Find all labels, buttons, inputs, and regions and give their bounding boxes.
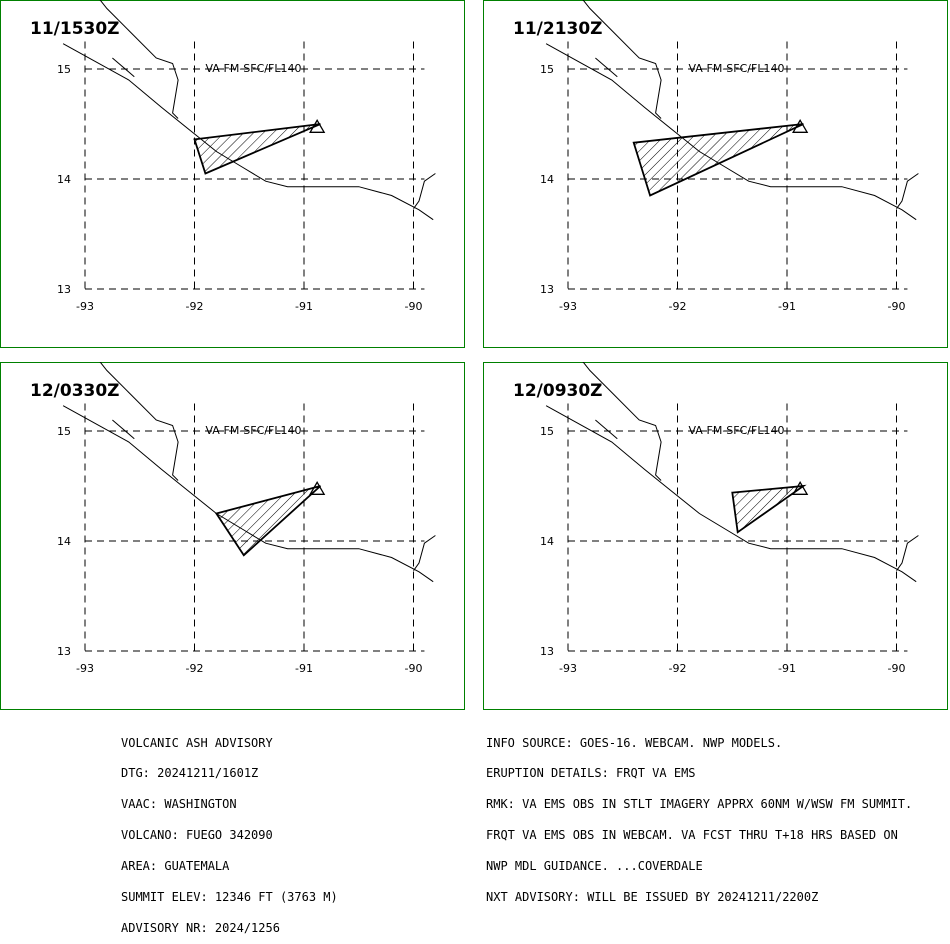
lon-tick-label: -93 bbox=[559, 300, 577, 313]
layer-label: VA-FM-SFC/FL140 bbox=[688, 424, 784, 437]
advisory-line: VOLCANIC ASH ADVISORY bbox=[121, 735, 273, 750]
lon-tick-label: -92 bbox=[186, 300, 204, 313]
forecast-panel-2: -93 -92 -91 -90 15 14 13 VA-FM-SFC/FL140 11/2130… bbox=[483, 0, 948, 348]
lon-tick-label: -92 bbox=[669, 300, 687, 313]
ash-cloud-polygon bbox=[193, 123, 321, 175]
volcano-icon bbox=[792, 119, 809, 133]
layer-label: VA-FM-SFC/FL140 bbox=[205, 62, 301, 75]
forecast-panel-3: -93 -92 -91 -90 15 14 13 VA-FM-SFC/FL140 12/0330… bbox=[0, 362, 465, 710]
map-svg: -93 -92 -91 -90 15 14 13 VA-FM-SFC/FL140 11/1530… bbox=[0, 0, 465, 348]
ash-cloud-polygon bbox=[214, 485, 322, 557]
lat-tick-label: 15 bbox=[540, 63, 554, 76]
coastline bbox=[545, 405, 917, 583]
coast-inlet bbox=[112, 57, 135, 78]
forecast-time-label: 12/0930Z bbox=[513, 381, 603, 401]
lon-tick-label: -91 bbox=[778, 300, 796, 313]
lon-tick-label: -91 bbox=[295, 300, 313, 313]
lon-tick-label: -90 bbox=[405, 300, 423, 313]
lat-tick-label: 13 bbox=[57, 283, 71, 296]
advisory-line: DTG: 20241211/1601Z bbox=[121, 766, 259, 781]
forecast-time-label: 11/1530Z bbox=[30, 19, 120, 39]
advisory-line: RMK: VA EMS OBS IN STLT IMAGERY APPRX 60… bbox=[486, 797, 913, 812]
panel-border bbox=[0, 0, 465, 348]
map-svg: -93 -92 -91 -90 15 14 13 VA-FM-SFC/FL140 11/2130… bbox=[483, 0, 948, 348]
forecast-time-label: 11/2130Z bbox=[513, 19, 603, 39]
advisory-line: SUMMIT ELEV: 12346 FT (3763 M) bbox=[121, 890, 338, 905]
advisory-line: AREA: GUATEMALA bbox=[121, 859, 230, 874]
layer-label: VA-FM-SFC/FL140 bbox=[688, 62, 784, 75]
advisory-remarks-text: INFO SOURCE: GOES-16. WEBCAM. NWP MODELS… bbox=[486, 717, 912, 913]
lat-tick-label: 13 bbox=[57, 645, 71, 658]
advisory-header-text: VOLCANIC ASH ADVISORY DTG: 20241211/1601… bbox=[121, 717, 338, 944]
country-border bbox=[582, 362, 662, 481]
forecast-panel-1: -93 -92 -91 -90 15 14 13 VA-FM-SFC/FL140 11/1530… bbox=[0, 0, 465, 348]
lon-tick-label: -91 bbox=[295, 662, 313, 675]
volcano-icon bbox=[309, 481, 326, 495]
advisory-line: NWP MDL GUIDANCE. ...COVERDALE bbox=[486, 859, 703, 874]
country-border bbox=[896, 173, 919, 209]
volcano-icon bbox=[792, 481, 809, 495]
lat-tick-label: 14 bbox=[57, 173, 71, 186]
country-border bbox=[99, 0, 179, 119]
advisory-line: VAAC: WASHINGTON bbox=[121, 797, 237, 812]
coast-inlet bbox=[595, 419, 618, 440]
coastline bbox=[62, 405, 434, 583]
coast-inlet bbox=[595, 57, 618, 78]
lon-tick-label: -91 bbox=[778, 662, 796, 675]
layer-label: VA-FM-SFC/FL140 bbox=[205, 424, 301, 437]
country-border bbox=[582, 0, 662, 119]
country-border bbox=[896, 535, 919, 571]
advisory-line: NXT ADVISORY: WILL BE ISSUED BY 20241211… bbox=[486, 890, 819, 905]
lat-tick-label: 15 bbox=[540, 425, 554, 438]
lon-tick-label: -90 bbox=[405, 662, 423, 675]
lon-tick-label: -93 bbox=[559, 662, 577, 675]
lat-tick-label: 15 bbox=[57, 425, 71, 438]
advisory-line: FRQT VA EMS OBS IN WEBCAM. VA FCST THRU … bbox=[486, 828, 898, 843]
lon-tick-label: -90 bbox=[888, 662, 906, 675]
country-border bbox=[99, 362, 179, 481]
country-border bbox=[413, 535, 436, 571]
country-border bbox=[413, 173, 436, 209]
ash-cloud-polygon bbox=[731, 484, 807, 534]
advisory-line: INFO SOURCE: GOES-16. WEBCAM. NWP MODELS… bbox=[486, 735, 783, 750]
map-svg: -93 -92 -91 -90 15 14 13 VA-FM-SFC/FL140 12/0930… bbox=[483, 362, 948, 710]
lon-tick-label: -92 bbox=[669, 662, 687, 675]
lon-tick-label: -93 bbox=[76, 300, 94, 313]
lat-tick-label: 14 bbox=[57, 535, 71, 548]
coastline bbox=[545, 43, 917, 221]
advisory-line: VOLCANO: FUEGO 342090 bbox=[121, 828, 273, 843]
coastline bbox=[62, 43, 434, 221]
advisory-line: ERUPTION DETAILS: FRQT VA EMS bbox=[486, 766, 696, 781]
volcano-icon bbox=[309, 119, 326, 133]
lon-tick-label: -92 bbox=[186, 662, 204, 675]
advisory-line: ADVISORY NR: 2024/1256 bbox=[121, 920, 280, 935]
lat-tick-label: 14 bbox=[540, 173, 554, 186]
lat-tick-label: 13 bbox=[540, 283, 554, 296]
coast-inlet bbox=[112, 419, 135, 440]
lat-tick-label: 14 bbox=[540, 535, 554, 548]
lon-tick-label: -90 bbox=[888, 300, 906, 313]
forecast-panel-4: -93 -92 -91 -90 15 14 13 VA-FM-SFC/FL140 12/0930… bbox=[483, 362, 948, 710]
panel-border bbox=[483, 362, 948, 710]
lat-tick-label: 15 bbox=[57, 63, 71, 76]
lat-tick-label: 13 bbox=[540, 645, 554, 658]
ash-cloud-polygon bbox=[632, 123, 804, 197]
panel-border bbox=[483, 0, 948, 348]
forecast-time-label: 12/0330Z bbox=[30, 381, 120, 401]
map-svg: -93 -92 -91 -90 15 14 13 VA-FM-SFC/FL140 12/0330… bbox=[0, 362, 465, 710]
panel-border bbox=[0, 362, 465, 710]
lon-tick-label: -93 bbox=[76, 662, 94, 675]
